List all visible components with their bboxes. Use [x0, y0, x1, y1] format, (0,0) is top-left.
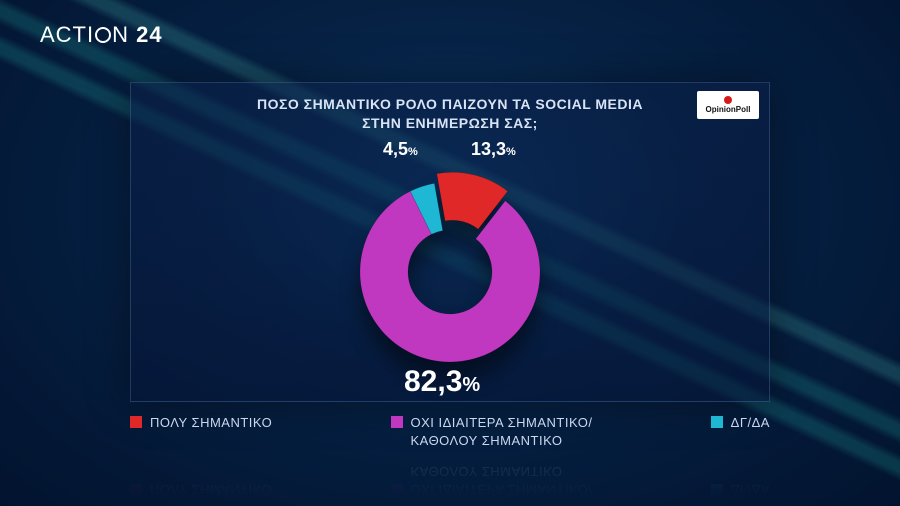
- legend-label: ΟΧΙ ΙΔΙΑΙΤΕΡΑ ΣΗΜΑΝΤΙΚΟ/ΚΑΘΟΛΟΥ ΣΗΜΑΝΤΙΚ…: [411, 463, 593, 498]
- callout-dk-na-value: 4,5: [383, 139, 408, 159]
- callout-very-important: 13,3%: [471, 139, 516, 160]
- poll-title-line2: ΣΤΗΝ ΕΝΗΜΕΡΩΣΗ ΣΑΣ;: [131, 114, 769, 133]
- legend-swatch: [711, 416, 723, 428]
- legend-label: ΔΓ/ΔΑ: [731, 480, 770, 498]
- logo-text-pre: ACTI: [40, 22, 94, 48]
- logo-text-post: N: [112, 22, 129, 48]
- poll-panel: ΠΟΣΟ ΣΗΜΑΝΤΙΚΟ ΡΟΛΟ ΠΑΙΖΟΥΝ ΤΑ SOCIAL ME…: [130, 82, 770, 402]
- legend-label: ΠΟΛΥ ΣΗΜΑΝΤΙΚΟ: [150, 480, 272, 498]
- poll-source-label: OpinionPoll: [706, 105, 751, 114]
- percent-sign: %: [408, 146, 418, 158]
- poll-source-dot-icon: [724, 96, 732, 104]
- legend-swatch: [391, 484, 403, 496]
- logo-o-icon: [95, 27, 111, 43]
- donut-chart: [335, 157, 565, 387]
- legend-label: ΠΟΛΥ ΣΗΜΑΝΤΙΚΟ: [150, 414, 272, 432]
- channel-logo: ACTI N 24: [40, 22, 163, 48]
- logo-number: 24: [136, 22, 162, 48]
- poll-source-badge: OpinionPoll: [697, 91, 759, 119]
- callout-not-important: 82,3%: [404, 365, 480, 399]
- percent-sign: %: [506, 146, 516, 158]
- callout-very-important-value: 13,3: [471, 139, 506, 159]
- legend-item: ΔΓ/ΔΑ: [711, 414, 770, 432]
- legend-reflection: ΠΟΛΥ ΣΗΜΑΝΤΙΚΟ ΟΧΙ ΙΔΙΑΙΤΕΡΑ ΣΗΜΑΝΤΙΚΟ/ΚΑ…: [130, 448, 770, 498]
- poll-title-line1: ΠΟΣΟ ΣΗΜΑΝΤΙΚΟ ΡΟΛΟ ΠΑΙΖΟΥΝ ΤΑ SOCIAL ME…: [131, 95, 769, 114]
- legend-swatch: [130, 416, 142, 428]
- poll-title: ΠΟΣΟ ΣΗΜΑΝΤΙΚΟ ΡΟΛΟ ΠΑΙΖΟΥΝ ΤΑ SOCIAL ME…: [131, 83, 769, 133]
- legend-item: ΠΟΛΥ ΣΗΜΑΝΤΙΚΟ: [130, 414, 272, 432]
- legend-item: ΔΓ/ΔΑ: [711, 480, 770, 498]
- callout-dk-na: 4,5%: [383, 139, 418, 160]
- legend-item: ΟΧΙ ΙΔΙΑΙΤΕΡΑ ΣΗΜΑΝΤΙΚΟ/ΚΑΘΟΛΟΥ ΣΗΜΑΝΤΙΚ…: [391, 414, 593, 449]
- legend-label: ΟΧΙ ΙΔΙΑΙΤΕΡΑ ΣΗΜΑΝΤΙΚΟ/ΚΑΘΟΛΟΥ ΣΗΜΑΝΤΙΚ…: [411, 414, 593, 449]
- callout-not-important-value: 82,3: [404, 365, 462, 398]
- legend-item: ΠΟΛΥ ΣΗΜΑΝΤΙΚΟ: [130, 480, 272, 498]
- legend: ΠΟΛΥ ΣΗΜΑΝΤΙΚΟ ΟΧΙ ΙΔΙΑΙΤΕΡΑ ΣΗΜΑΝΤΙΚΟ/ΚΑ…: [130, 414, 770, 449]
- percent-sign: %: [462, 374, 480, 396]
- legend-label: ΔΓ/ΔΑ: [731, 414, 770, 432]
- legend-swatch: [711, 484, 723, 496]
- legend-item: ΟΧΙ ΙΔΙΑΙΤΕΡΑ ΣΗΜΑΝΤΙΚΟ/ΚΑΘΟΛΟΥ ΣΗΜΑΝΤΙΚ…: [391, 463, 593, 498]
- legend-swatch: [391, 416, 403, 428]
- legend-swatch: [130, 484, 142, 496]
